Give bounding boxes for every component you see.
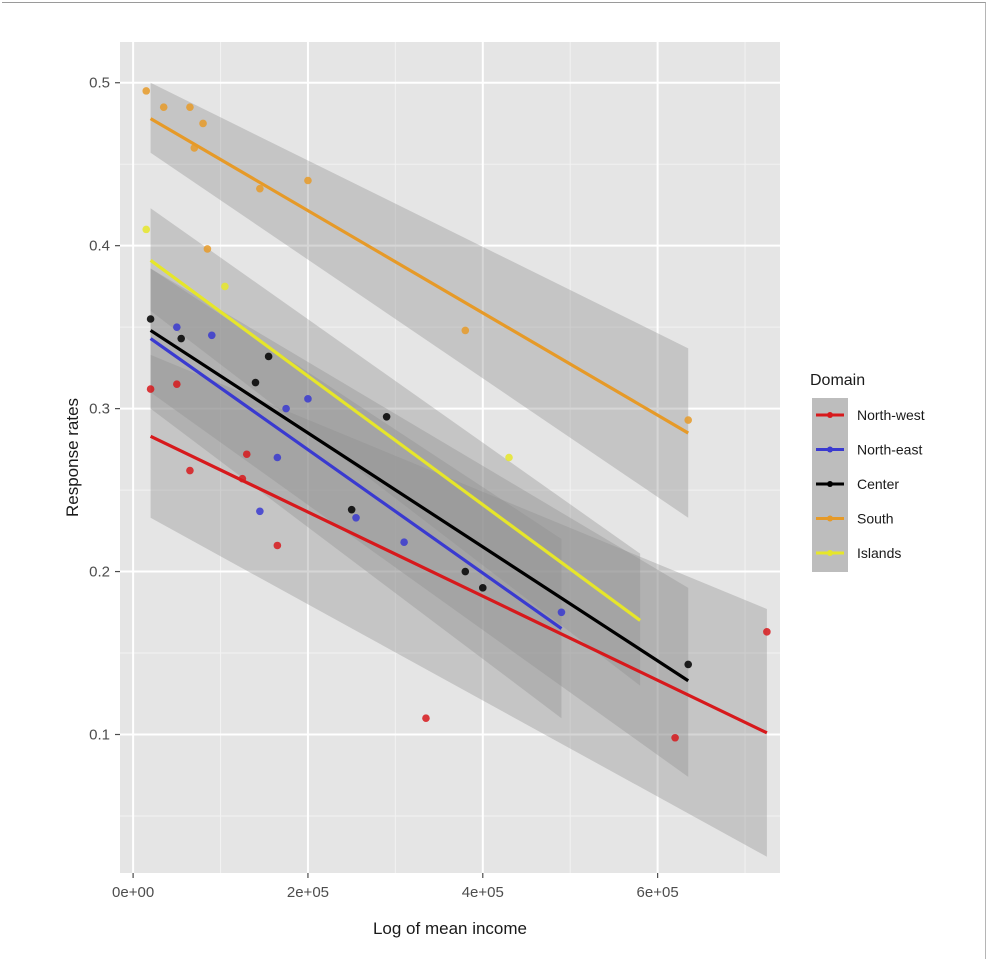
fit-line-north-west	[149, 434, 768, 735]
x-tick-label: 6e+05	[637, 884, 679, 901]
legend-key-point	[827, 481, 833, 487]
x-tick-label: 4e+05	[462, 884, 504, 901]
data-point-north-east	[400, 538, 408, 547]
legend-title: Domain	[810, 372, 865, 389]
legend-key-point	[827, 412, 833, 418]
confidence-band-north-west	[150, 354, 767, 857]
y-tick-label: 0.3	[89, 401, 110, 418]
data-point-north-east	[282, 404, 290, 413]
data-point-north-east	[273, 453, 282, 462]
y-tick-label: 0.4	[89, 238, 110, 255]
x-axis-title: Log of mean income	[373, 919, 527, 938]
data-point-islands	[221, 282, 229, 291]
data-point-south	[186, 103, 194, 111]
data-point-south	[199, 119, 207, 128]
legend-key-point	[827, 515, 833, 522]
legend-label: South	[857, 511, 894, 527]
legend-label: Islands	[857, 545, 901, 561]
data-point-islands	[505, 453, 513, 462]
data-point-center	[347, 505, 356, 514]
legend-key-point	[827, 550, 833, 556]
fit-line-islands	[149, 259, 642, 622]
fit-line-center	[149, 329, 690, 683]
fit-line-south	[149, 117, 690, 435]
data-point-islands	[142, 225, 151, 234]
data-point-south	[256, 184, 264, 193]
confidence-band-islands	[150, 208, 641, 686]
fit-line-north-east	[149, 337, 563, 630]
data-point-south	[461, 326, 470, 335]
data-point-north-east	[256, 507, 264, 516]
y-tick-label: 0.5	[89, 75, 110, 92]
data-point-north-west	[273, 541, 282, 550]
data-point-south	[304, 176, 312, 185]
fit-lines	[149, 117, 768, 735]
x-axis-ticks: 0e+00 2e+05 4e+05 6e+05	[112, 873, 679, 901]
confidence-band-center	[150, 268, 689, 777]
data-point-north-east	[304, 395, 312, 403]
legend-label: North-east	[857, 442, 922, 458]
data-point-center	[478, 584, 487, 592]
data-point-center	[146, 315, 155, 323]
data-point-north-west	[173, 380, 181, 388]
y-tick-label: 0.2	[89, 564, 110, 581]
data-points	[142, 87, 771, 742]
data-point-north-east	[173, 323, 181, 331]
y-tick-label: 0.1	[89, 727, 110, 744]
data-point-south	[684, 416, 693, 424]
data-point-north-east	[557, 608, 566, 617]
data-point-center	[461, 567, 470, 576]
x-tick-label: 0e+00	[112, 884, 154, 901]
data-point-center	[264, 352, 273, 361]
legend-label: Center	[857, 476, 899, 492]
data-point-south	[203, 245, 212, 253]
data-point-north-east	[352, 513, 360, 522]
data-point-north-west	[146, 385, 155, 393]
legend: Domain North-west North-east Center South Is…	[810, 372, 925, 572]
data-point-north-west	[763, 628, 771, 636]
y-axis-ticks: 0.1 0.2 0.3 0.4 0.5	[89, 75, 120, 744]
data-point-north-west	[422, 714, 430, 723]
data-point-center	[382, 412, 391, 421]
data-point-center	[684, 660, 693, 669]
data-point-center	[177, 334, 185, 343]
legend-label: North-west	[857, 407, 925, 423]
data-point-north-east	[207, 331, 216, 340]
data-point-north-west	[671, 733, 679, 742]
data-point-north-west	[242, 450, 251, 459]
data-point-center	[251, 378, 260, 387]
data-point-north-west	[186, 466, 194, 475]
confidence-band-south	[150, 82, 689, 518]
data-point-south	[159, 103, 168, 111]
x-tick-label: 2e+05	[287, 884, 329, 901]
legend-key-point	[827, 446, 833, 453]
y-axis-title: Response rates	[63, 398, 82, 517]
data-point-south	[142, 87, 151, 95]
